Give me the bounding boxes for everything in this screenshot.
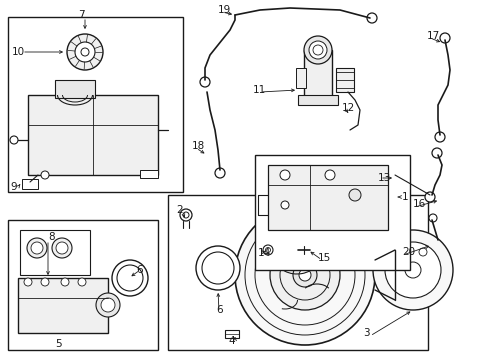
Circle shape: [405, 262, 421, 278]
Circle shape: [96, 293, 120, 317]
Circle shape: [200, 77, 210, 87]
Circle shape: [281, 201, 289, 209]
Circle shape: [31, 242, 43, 254]
Text: 5: 5: [55, 339, 61, 349]
Text: 8: 8: [48, 232, 54, 242]
Text: 6: 6: [216, 305, 222, 315]
Circle shape: [101, 298, 115, 312]
Circle shape: [435, 132, 445, 142]
Text: 18: 18: [192, 141, 205, 151]
Circle shape: [367, 13, 377, 23]
Bar: [336, 68, 354, 92]
Text: 15: 15: [318, 253, 331, 263]
Circle shape: [385, 242, 441, 298]
Text: 17: 17: [427, 31, 440, 41]
Circle shape: [56, 242, 68, 254]
Circle shape: [313, 45, 323, 55]
Circle shape: [180, 209, 192, 221]
Circle shape: [75, 42, 95, 62]
Circle shape: [440, 33, 450, 43]
Circle shape: [270, 240, 340, 310]
Text: 6: 6: [136, 265, 143, 275]
Text: 2: 2: [176, 205, 183, 215]
Bar: [8, 17, 183, 192]
Bar: [22, 179, 38, 189]
Circle shape: [383, 253, 391, 261]
Bar: [268, 165, 388, 230]
Text: 11: 11: [253, 85, 266, 95]
Circle shape: [10, 136, 18, 144]
Circle shape: [61, 278, 69, 286]
Circle shape: [52, 238, 72, 258]
Bar: [18, 278, 108, 333]
Circle shape: [299, 269, 311, 281]
Circle shape: [419, 248, 427, 256]
Text: 4: 4: [228, 336, 235, 346]
Circle shape: [202, 252, 234, 284]
Bar: [55, 80, 95, 98]
Circle shape: [112, 260, 148, 296]
Bar: [304, 50, 332, 100]
Text: 13: 13: [378, 173, 391, 183]
Circle shape: [325, 170, 335, 180]
Text: 12: 12: [342, 103, 355, 113]
Circle shape: [196, 246, 240, 290]
Circle shape: [432, 148, 442, 158]
Circle shape: [117, 265, 143, 291]
Circle shape: [81, 48, 89, 56]
Circle shape: [304, 36, 332, 64]
Text: 16: 16: [413, 199, 426, 209]
Bar: [140, 170, 158, 178]
Circle shape: [263, 245, 273, 255]
Circle shape: [215, 168, 225, 178]
Text: 14: 14: [258, 248, 271, 258]
Circle shape: [41, 171, 49, 179]
Circle shape: [309, 41, 327, 59]
Circle shape: [24, 278, 32, 286]
Circle shape: [67, 34, 103, 70]
Bar: [225, 330, 239, 338]
Circle shape: [27, 238, 47, 258]
Circle shape: [383, 289, 391, 297]
Bar: [168, 195, 428, 350]
Circle shape: [78, 278, 86, 286]
Circle shape: [266, 248, 270, 252]
Circle shape: [280, 170, 290, 180]
Bar: [298, 95, 338, 105]
Bar: [20, 230, 90, 275]
Text: 9: 9: [10, 182, 17, 192]
Bar: [8, 220, 158, 350]
Circle shape: [373, 230, 453, 310]
Bar: [296, 68, 306, 88]
Text: 10: 10: [12, 47, 25, 57]
Circle shape: [183, 212, 189, 218]
Bar: [255, 155, 410, 270]
Text: 1: 1: [402, 192, 409, 202]
Bar: [28, 95, 158, 175]
Circle shape: [235, 205, 375, 345]
Circle shape: [425, 192, 435, 202]
Text: 3: 3: [363, 328, 369, 338]
Circle shape: [293, 263, 317, 287]
Text: 7: 7: [78, 10, 85, 20]
Text: 19: 19: [218, 5, 231, 15]
Text: 20: 20: [402, 247, 415, 257]
Circle shape: [41, 278, 49, 286]
Circle shape: [349, 189, 361, 201]
Circle shape: [429, 214, 437, 222]
